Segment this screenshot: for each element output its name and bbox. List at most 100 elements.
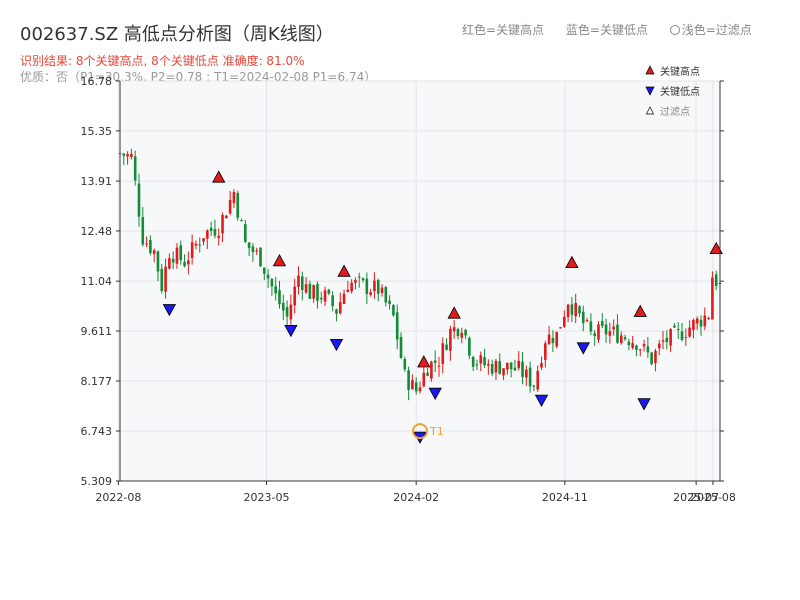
y-tick-label: 5.309	[81, 475, 113, 488]
candle	[407, 366, 410, 401]
candle	[327, 288, 331, 296]
candle	[483, 348, 486, 368]
candle	[323, 286, 327, 306]
candle	[673, 323, 676, 329]
candle	[263, 267, 266, 281]
candle	[259, 246, 262, 267]
candle	[414, 377, 418, 395]
candle	[198, 237, 202, 253]
candle	[517, 351, 521, 371]
candle-body	[137, 183, 141, 217]
candle	[213, 219, 217, 239]
candle-body	[604, 324, 608, 335]
candle	[346, 280, 350, 293]
candle	[452, 320, 456, 339]
candle-body	[274, 286, 277, 294]
candle-body	[346, 289, 350, 293]
candle	[581, 305, 585, 332]
candle	[338, 292, 342, 315]
candle	[350, 279, 353, 294]
candle-body	[597, 324, 600, 340]
candle-body	[202, 238, 205, 242]
candle	[225, 214, 228, 219]
candle-body	[316, 283, 319, 301]
candle-body	[711, 277, 714, 320]
candle	[619, 331, 623, 345]
candle	[308, 280, 312, 299]
candle	[600, 313, 604, 329]
candle-body	[460, 332, 464, 338]
candle-body	[468, 337, 471, 356]
candle	[175, 243, 179, 269]
candle-body	[414, 382, 418, 392]
candle-body	[692, 319, 695, 330]
candle-body	[190, 242, 194, 258]
x-tick-label: 2022-08	[95, 491, 141, 504]
candle-body	[430, 361, 433, 379]
candle-body	[247, 242, 251, 249]
candle	[274, 276, 277, 301]
candle	[179, 240, 183, 265]
key-high-marker	[417, 355, 431, 368]
candle-body	[593, 333, 596, 337]
candle-body	[384, 287, 388, 303]
candle	[281, 294, 285, 321]
candle	[464, 328, 467, 340]
candle	[521, 352, 524, 385]
candle-body	[570, 304, 574, 315]
candle	[145, 236, 148, 248]
legend-blue-text: 蓝色=关键低点	[565, 23, 648, 37]
candle-body	[695, 318, 699, 324]
key-high-marker	[709, 241, 723, 255]
candle-body	[608, 331, 612, 336]
candle-body	[707, 317, 710, 319]
x-tick-label: 2024-11	[542, 491, 588, 504]
candle-body	[452, 327, 456, 332]
candle	[342, 289, 346, 305]
candle	[695, 316, 699, 330]
candle	[502, 368, 505, 381]
candle-body	[270, 279, 274, 287]
candle-body	[331, 295, 334, 307]
candle	[190, 234, 194, 265]
candle-body	[206, 230, 209, 239]
candle	[266, 268, 270, 288]
candle-body	[354, 279, 357, 283]
candle	[411, 374, 414, 390]
candle-body	[278, 290, 281, 305]
candle	[449, 325, 452, 361]
candle-body	[395, 312, 399, 340]
candle-body	[228, 199, 232, 214]
candle	[209, 221, 213, 236]
candle	[388, 295, 391, 310]
candle	[699, 315, 703, 336]
candle-body	[638, 349, 642, 351]
candle	[680, 323, 684, 342]
legend-high-label: 关键高点	[660, 65, 700, 78]
candle	[536, 365, 540, 393]
candle-body	[536, 370, 540, 390]
candle-body	[566, 304, 570, 318]
candle	[563, 310, 566, 328]
candle-body	[141, 217, 145, 245]
candle-body	[525, 369, 528, 378]
candle-body	[703, 315, 707, 327]
candle	[547, 325, 551, 346]
candle	[240, 218, 243, 222]
candle	[642, 339, 646, 352]
candle-body	[259, 247, 262, 267]
key-low-marker	[637, 398, 651, 411]
t1-ring	[412, 423, 428, 440]
candle-body	[646, 346, 650, 353]
candle-body	[559, 327, 562, 329]
legend-low-icon	[645, 86, 655, 96]
candle-body	[263, 267, 266, 274]
candle-body	[661, 340, 665, 342]
legend-low-label: 关键低点	[660, 85, 700, 98]
key-high-marker	[565, 255, 579, 269]
candle-body	[361, 278, 365, 281]
candle	[236, 190, 240, 221]
candle-body	[475, 364, 479, 366]
candle	[422, 367, 426, 388]
candle-body	[168, 258, 171, 269]
